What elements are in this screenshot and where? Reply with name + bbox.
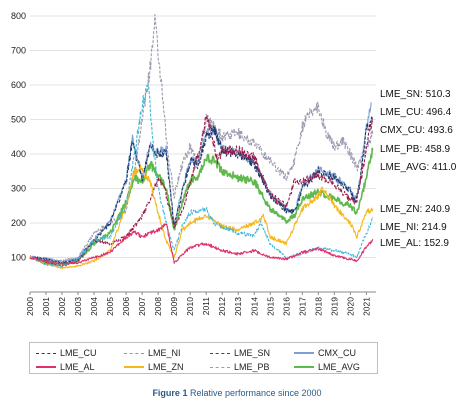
x-tick-label: 2004 — [89, 297, 99, 316]
y-tick-label: 400 — [11, 149, 26, 159]
x-tick-label: 2006 — [121, 297, 131, 316]
x-tick-label: 2011 — [201, 297, 211, 316]
x-tick-label: 2008 — [153, 297, 163, 316]
end-labels: LME_SN: 510.3 LME_CU: 496.4 CMX_CU: 493.6 L… — [380, 89, 457, 249]
legend-swatch — [124, 366, 144, 368]
legend-label: CMX_CU — [318, 348, 357, 358]
legend-item-cmx-cu: CMX_CU — [294, 348, 356, 358]
x-tick-label: 2005 — [105, 297, 115, 316]
y-tick-label: 300 — [11, 184, 26, 194]
end-label-lme-ni: LME_NI: 214.9 — [380, 222, 447, 233]
series-lines — [29, 13, 374, 270]
legend-swatch — [36, 352, 56, 354]
series-line-lme-ni — [29, 82, 374, 268]
x-tick-label: 2014 — [249, 297, 259, 316]
series-line-lme-al — [29, 223, 374, 265]
x-tick-label: 2016 — [281, 297, 291, 316]
legend-label: LME_CU — [60, 348, 97, 358]
legend-label: LME_SN — [234, 348, 271, 358]
series-line-lme-avg — [29, 147, 374, 266]
series-line-lme-sn — [29, 115, 374, 268]
figure-caption: Figure 1 Relative performance since 2000 — [0, 388, 474, 398]
legend-swatch — [124, 352, 144, 354]
end-label-cmx-cu: CMX_CU: 493.6 — [380, 125, 453, 136]
x-tick-label: 2017 — [297, 297, 307, 316]
end-label-lme-al: LME_AL: 152.9 — [380, 238, 449, 249]
y-tick-label: 800 — [11, 11, 26, 21]
y-axis-ticks: 100 200 300 400 500 600 700 800 — [11, 11, 26, 263]
x-tick-label: 2021 — [361, 297, 371, 316]
end-label-lme-sn: LME_SN: 510.3 — [380, 89, 451, 100]
legend-item-lme-pb: LME_PB — [210, 362, 270, 372]
x-tick-label: 2007 — [137, 297, 147, 316]
end-label-lme-avg: LME_AVG: 411.0 — [380, 162, 457, 173]
legend-swatch — [294, 366, 314, 368]
x-tick-label: 2013 — [233, 297, 243, 316]
legend-swatch — [210, 352, 230, 354]
x-tick-label: 2003 — [73, 297, 83, 316]
series-line-cmx-cu — [29, 102, 372, 263]
y-tick-label: 700 — [11, 46, 26, 56]
caption-text: Relative performance since 2000 — [189, 388, 322, 398]
end-label-lme-cu: LME_CU: 496.4 — [380, 107, 452, 118]
legend-item-lme-sn: LME_SN — [210, 348, 270, 358]
legend-label: LME_ZN — [148, 362, 184, 372]
legend-label: LME_NI — [148, 348, 181, 358]
legend-item-lme-avg: LME_AVG — [294, 362, 360, 372]
legend-label: LME_PB — [234, 362, 270, 372]
end-label-lme-zn: LME_ZN: 240.9 — [380, 204, 450, 215]
gridlines — [30, 15, 376, 258]
end-label-lme-pb: LME_PB: 458.9 — [380, 144, 450, 155]
x-axis-ticks: 2000 2001 2002 2003 2004 2005 2006 2007 2008 2009… — [25, 292, 371, 316]
y-tick-label: 100 — [11, 253, 26, 263]
series-line-lme-zn — [29, 164, 374, 270]
caption-label: Figure 1 — [152, 388, 188, 398]
y-tick-label: 600 — [11, 80, 26, 90]
x-tick-label: 2002 — [57, 297, 67, 316]
legend-item-lme-cu: LME_CU — [36, 348, 97, 358]
legend-swatch — [36, 366, 56, 368]
legend-label: LME_AVG — [318, 362, 360, 372]
x-tick-label: 2001 — [41, 297, 51, 316]
x-tick-label: 2009 — [169, 297, 179, 316]
x-tick-label: 2010 — [185, 297, 195, 316]
legend-item-lme-ni: LME_NI — [124, 348, 181, 358]
legend-swatch — [294, 352, 314, 354]
legend-item-lme-al: LME_AL — [36, 362, 95, 372]
x-tick-label: 2018 — [313, 297, 323, 316]
x-tick-label: 2020 — [345, 297, 355, 316]
legend-swatch — [210, 366, 230, 368]
x-tick-label: 2015 — [265, 297, 275, 316]
y-tick-label: 200 — [11, 218, 26, 228]
legend-label: LME_AL — [60, 362, 95, 372]
x-tick-label: 2012 — [217, 297, 227, 316]
y-tick-label: 500 — [11, 115, 26, 125]
x-tick-label: 2000 — [25, 297, 35, 316]
legend: LME_CU LME_NI LME_SN CMX_CU LME_AL LME_ZN LME_… — [29, 342, 378, 374]
x-tick-label: 2019 — [329, 297, 339, 316]
legend-item-lme-zn: LME_ZN — [124, 362, 184, 372]
